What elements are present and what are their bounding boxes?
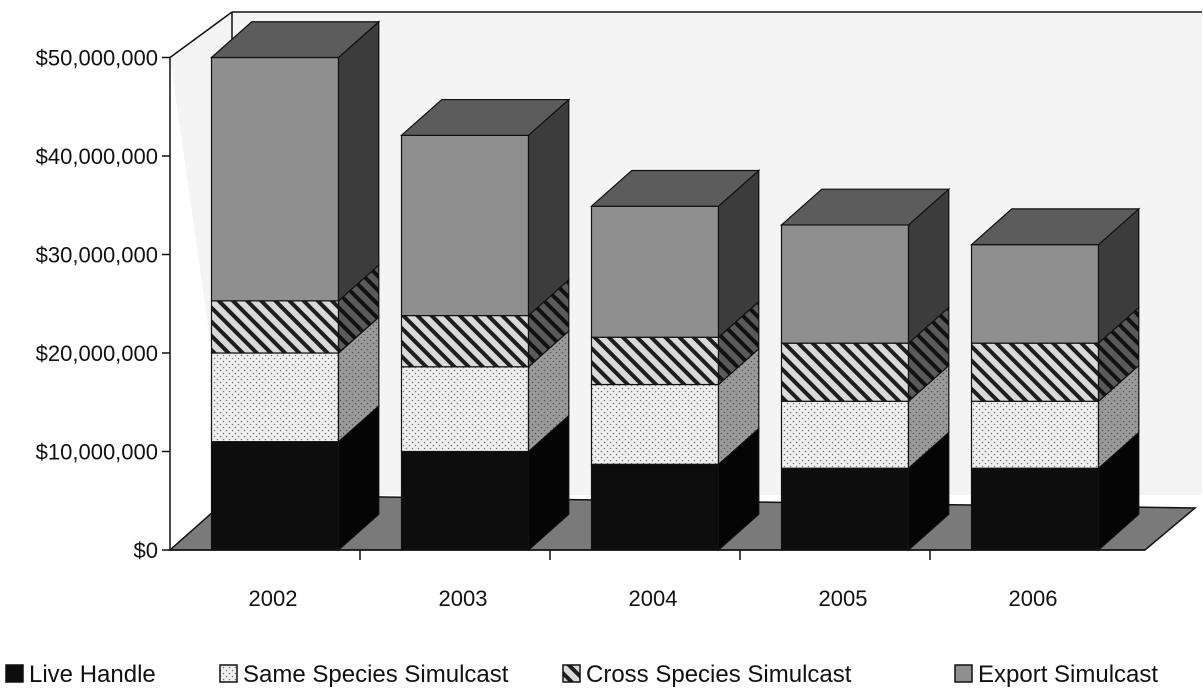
legend-swatch <box>219 664 238 683</box>
x-tick-label: 2006 <box>1009 586 1058 611</box>
legend-label: Export Simulcast <box>978 661 1158 688</box>
bar-segment-cross-species-simulcast <box>590 336 720 386</box>
bar-segment-live-handle <box>590 463 720 551</box>
bar-segment-export-simulcast <box>210 56 340 302</box>
bar-segment-cross-species-simulcast <box>210 300 340 354</box>
bar-side-face <box>337 20 380 303</box>
x-tick-label: 2003 <box>439 586 488 611</box>
legend-item-live-handle: Live Handle <box>5 661 156 688</box>
legend-label: Live Handle <box>29 661 156 688</box>
legend-item-export-simulcast: Export Simulcast <box>954 661 1158 688</box>
bar-segment-export-simulcast <box>780 224 910 344</box>
y-tick-label: $40,000,000 <box>36 144 158 169</box>
legend-label: Cross Species Simulcast <box>586 661 852 688</box>
bar-segment-export-simulcast <box>400 134 530 317</box>
legend-swatch <box>5 664 24 683</box>
y-tick-label: $20,000,000 <box>36 341 158 366</box>
bar-side-face <box>527 98 570 317</box>
legend-label: Same Species Simulcast <box>243 661 509 688</box>
legend-item-cross-species-simulcast: Cross Species Simulcast <box>562 661 852 688</box>
axes: $0 $10,000,000 $20,000,000 $30,000,000 $40,0… <box>36 46 1145 611</box>
bar-top-face <box>969 208 1141 246</box>
bar-segment-same-species-simulcast <box>970 400 1100 469</box>
bar-segment-live-handle <box>210 441 340 551</box>
bar-segment-export-simulcast <box>590 205 720 338</box>
legend-swatch <box>562 664 581 683</box>
bar-segment-live-handle <box>780 467 910 551</box>
bar-segment-same-species-simulcast <box>400 366 530 453</box>
y-tick-label: $10,000,000 <box>36 440 158 465</box>
bar-segment-cross-species-simulcast <box>400 314 530 368</box>
y-tick-label: $30,000,000 <box>36 243 158 268</box>
x-tick-label: 2002 <box>249 586 298 611</box>
legend-item-same-species-simulcast: Same Species Simulcast <box>219 661 509 688</box>
x-tick-label: 2005 <box>819 586 868 611</box>
bar-segment-same-species-simulcast <box>590 383 720 465</box>
bar-segment-same-species-simulcast <box>210 352 340 443</box>
bar-segment-cross-species-simulcast <box>780 342 910 402</box>
x-tick-label: 2004 <box>629 586 678 611</box>
side-wall-top-edge <box>169 11 233 59</box>
bar-top-face <box>399 98 571 136</box>
bar-top-face <box>209 21 381 59</box>
bar-top-face <box>779 188 951 226</box>
bar-segment-cross-species-simulcast <box>970 342 1100 402</box>
legend-swatch <box>954 664 973 683</box>
bar-segment-live-handle <box>400 450 530 551</box>
bars <box>209 20 1141 552</box>
bar-segment-live-handle <box>970 467 1100 551</box>
y-tick-label: $0 <box>134 538 158 563</box>
y-tick-label: $50,000,000 <box>36 46 158 71</box>
bar-segment-export-simulcast <box>970 244 1100 344</box>
bar-top-face <box>589 169 761 207</box>
legend: Live Handle Same Species Simulcast Cross S… <box>5 661 1158 688</box>
bar-segment-same-species-simulcast <box>780 400 910 469</box>
